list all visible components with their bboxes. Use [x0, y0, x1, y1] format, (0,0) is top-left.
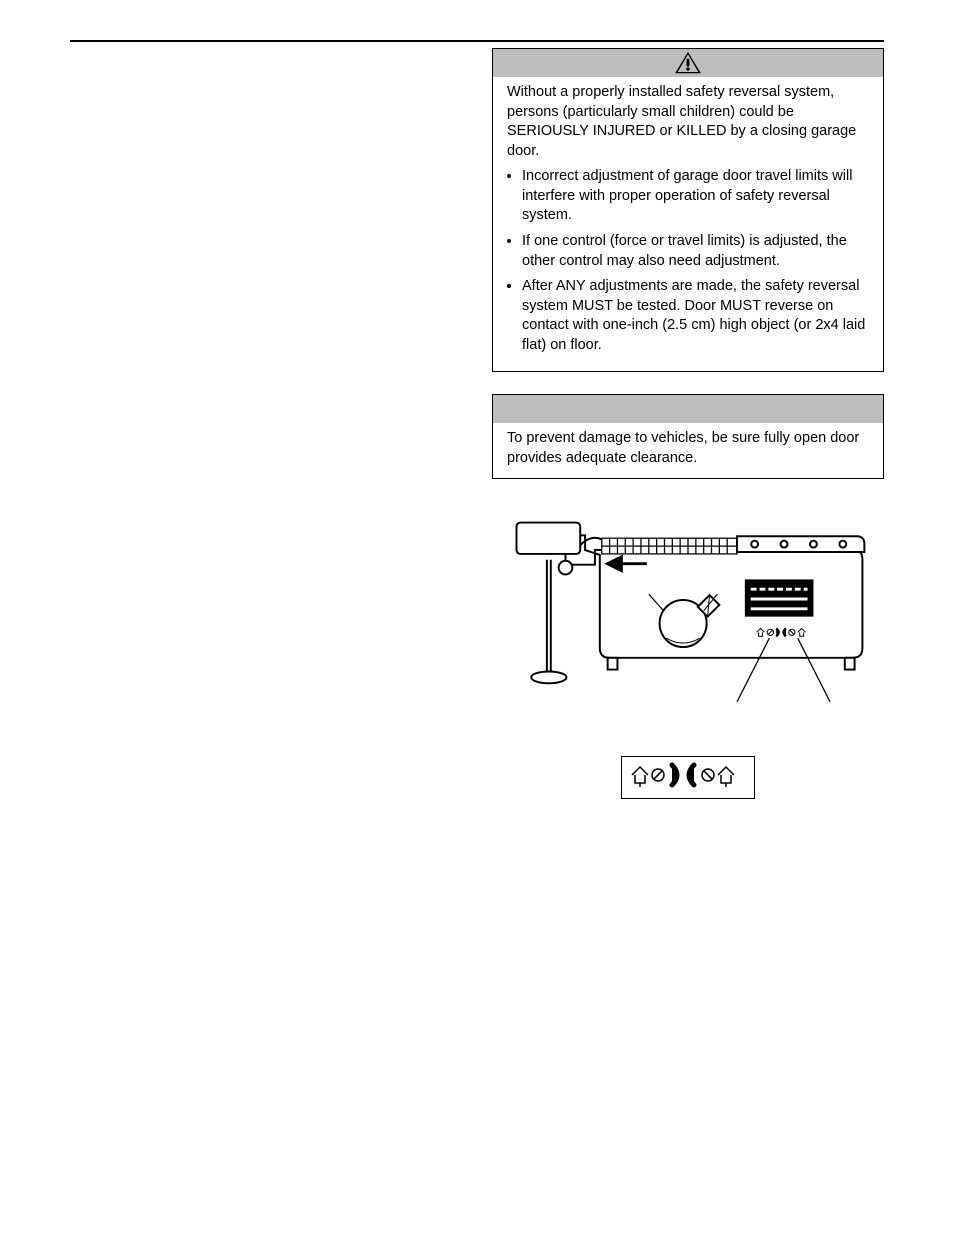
- warning-triangle-icon: [674, 51, 702, 75]
- page: Without a properly installed safety reve…: [0, 0, 954, 1235]
- caution-body: To prevent damage to vehicles, be sure f…: [493, 423, 883, 478]
- warning-body: Without a properly installed safety reve…: [493, 77, 883, 371]
- opener-diagram: [492, 501, 884, 798]
- caution-header: [493, 395, 883, 423]
- limit-adjust-icon-panel: [621, 756, 755, 799]
- warning-box: Without a properly installed safety reve…: [492, 48, 884, 372]
- opener-svg: [492, 501, 884, 726]
- two-column-layout: Without a properly installed safety reve…: [70, 40, 884, 799]
- warning-item: After ANY adjustments are made, the safe…: [522, 277, 869, 355]
- right-column: Without a properly installed safety reve…: [492, 48, 884, 799]
- warning-list: Incorrect adjustment of garage door trav…: [507, 167, 869, 355]
- caution-box: To prevent damage to vehicles, be sure f…: [492, 394, 884, 479]
- warning-item: Incorrect adjustment of garage door trav…: [522, 167, 869, 226]
- warning-item: If one control (force or travel limits) …: [522, 232, 869, 271]
- limit-adjust-icons: [628, 761, 736, 789]
- left-column: [70, 48, 462, 799]
- warning-header: [493, 49, 883, 77]
- caution-text: To prevent damage to vehicles, be sure f…: [507, 430, 859, 466]
- warning-lead-text: Without a properly installed safety reve…: [507, 83, 869, 161]
